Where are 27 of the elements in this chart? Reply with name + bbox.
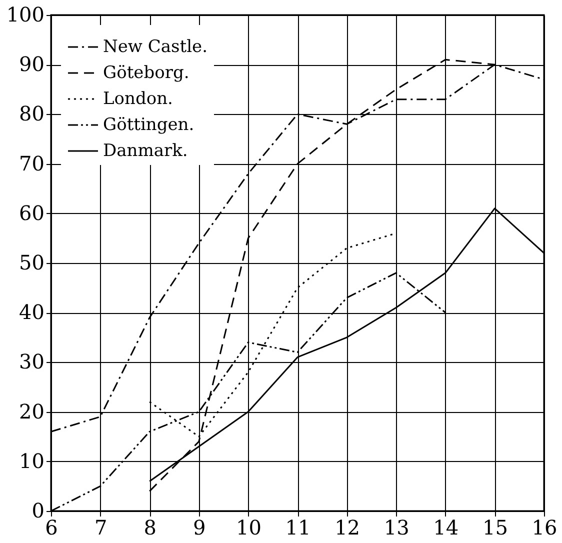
y-tick-label: 90: [19, 52, 44, 76]
y-tick-label: 50: [19, 250, 44, 274]
y-tick-label: 60: [19, 200, 44, 225]
x-tick-label: 11: [285, 516, 311, 540]
x-tick-label: 9: [193, 516, 206, 540]
x-tick-label: 7: [94, 516, 108, 540]
y-tick-label: 70: [19, 151, 44, 176]
legend-label: Danmark.: [103, 141, 188, 161]
y-tick-label: 40: [19, 300, 44, 324]
y-tick-label: 20: [19, 399, 44, 424]
legend-label: Göttingen.: [103, 115, 194, 135]
y-tick-label: 100: [6, 2, 44, 26]
x-tick-label: 16: [532, 516, 558, 540]
legend-label: Göteborg.: [103, 63, 190, 83]
y-tick-label: 80: [19, 102, 44, 126]
y-tick-label: 10: [19, 448, 44, 473]
x-tick-label: 10: [236, 516, 262, 540]
x-tick-label: 15: [482, 516, 508, 540]
x-tick-label: 6: [45, 516, 58, 540]
x-tick-label: 8: [144, 516, 156, 540]
legend-label: New Castle.: [103, 37, 208, 57]
x-tick-label: 13: [384, 516, 410, 540]
x-tick-label: 14: [433, 516, 459, 540]
y-tick-label: 30: [19, 350, 44, 374]
legend-label: London.: [103, 89, 173, 109]
y-tick-label: 0: [32, 498, 44, 522]
x-tick-label: 12: [334, 516, 360, 540]
